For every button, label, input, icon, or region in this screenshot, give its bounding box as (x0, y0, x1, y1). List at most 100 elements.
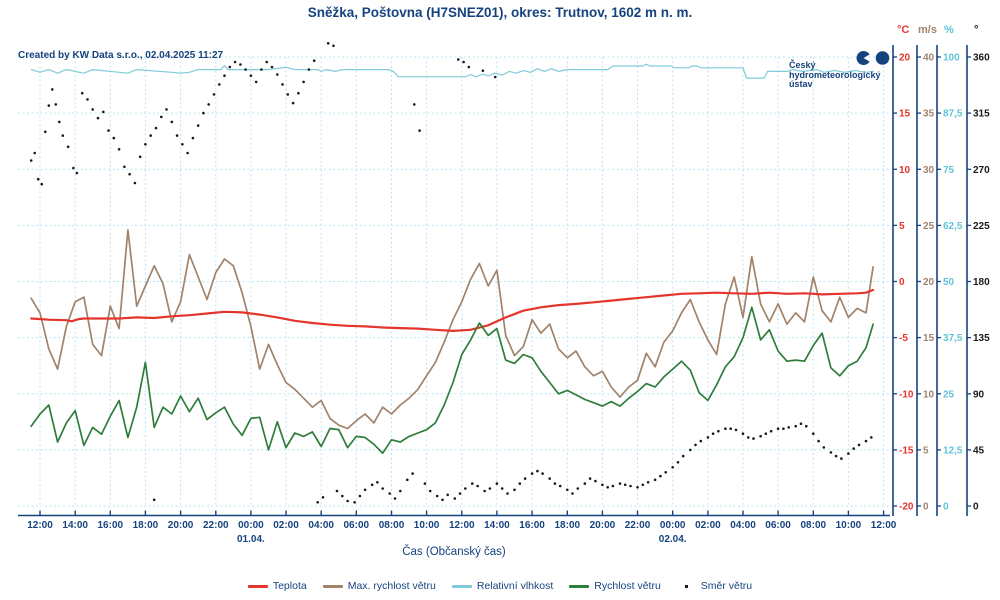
y-tick-label: 15 (923, 333, 935, 344)
y-axis-wind: m/s 40 35 30 25 20 15 10 5 0 (916, 24, 937, 516)
series-max-rychlost-v-tru (30, 229, 874, 430)
legend-label: Směr větru (700, 580, 753, 592)
y-tick-label: 180 (973, 277, 990, 288)
x-tick-label: 20:00 (590, 520, 616, 531)
x-tick-label: 00:00 (238, 520, 264, 531)
watermark-created-by: Created by KW Data s.r.o., 02.04.2025 11… (18, 50, 224, 61)
x-tick-label: 20:00 (168, 520, 194, 531)
legend-line-swatch (247, 584, 268, 588)
x-date-label: 01.04. (237, 534, 265, 545)
legend-item-sm-r-v-tru: Směr větru (677, 580, 752, 592)
y-tick-label: 10 (899, 165, 911, 176)
series-relativn-vlhkost (30, 63, 874, 79)
chmi-logo-text: Český hydrometeorologický ústav (789, 60, 881, 90)
legend-item-teplota: Teplota (247, 580, 307, 592)
axis-unit-c: °C (897, 24, 909, 36)
x-tick-label: 06:00 (344, 520, 370, 531)
x-tick-label: 10:00 (836, 520, 862, 531)
y-tick-label: -15 (899, 445, 914, 456)
x-tick-label: 14:00 (62, 520, 88, 531)
y-tick-label: 0 (923, 502, 929, 513)
chmi-logo-line3: ústav (789, 79, 813, 89)
x-tick-label: 08:00 (379, 520, 405, 531)
x-tick-label: 22:00 (625, 520, 651, 531)
y-tick-label: 135 (973, 333, 990, 344)
x-tick-label: 06:00 (765, 520, 791, 531)
page-title: Sněžka, Poštovna (H7SNEZ01), okres: Trut… (307, 5, 693, 20)
legend-label: Relativní vlhkost (476, 580, 554, 592)
legend-line-swatch (322, 584, 343, 588)
y-tick-label: 0 (943, 502, 949, 513)
x-date-label: 02.04. (659, 534, 687, 545)
legend-line-swatch (569, 584, 590, 588)
y-tick-label: 315 (973, 109, 990, 120)
x-tick-label: 16:00 (519, 520, 545, 531)
x-tick-label: 04:00 (730, 520, 756, 531)
y-tick-label: -20 (899, 502, 914, 513)
y-tick-label: 5 (899, 221, 905, 232)
y-axis-direction: ° 360 315 270 225 180 135 90 45 0 (966, 24, 990, 516)
legend-label: Rychlost větru (594, 580, 661, 592)
x-tick-label: 18:00 (555, 520, 581, 531)
chmi-logo-line2: hydrometeorologický (789, 69, 881, 80)
x-tick-label: 16:00 (98, 520, 124, 531)
x-tick-label: 02:00 (273, 520, 299, 531)
legend-item-relativn-vlhkost: Relativní vlhkost (451, 580, 554, 592)
y-tick-label: 0 (899, 277, 905, 288)
y-tick-label: 20 (923, 277, 935, 288)
y-tick-label: 50 (943, 277, 955, 288)
y-tick-label: 360 (973, 53, 990, 64)
x-tick-label: 04:00 (308, 520, 334, 531)
y-tick-label: 45 (973, 445, 985, 456)
y-tick-label: 30 (923, 165, 935, 176)
x-tick-label: 00:00 (660, 520, 686, 531)
legend-label: Max. rychlost větru (347, 580, 436, 592)
x-tick-label: 12:00 (871, 520, 897, 531)
axis-unit-: ° (974, 24, 978, 36)
y-tick-label: 15 (899, 109, 911, 120)
x-axis-title: Čas (Občanský čas) (402, 546, 506, 558)
y-tick-label: 25 (923, 221, 935, 232)
x-tick-label: 12:00 (27, 520, 53, 531)
y-tick-label: 37,5 (943, 333, 963, 344)
y-tick-label: -5 (899, 333, 908, 344)
chmi-logo-mark (856, 51, 890, 66)
y-axis-humidity: % 100 87,5 75 62,5 50 37,5 25 12,5 0 (936, 24, 963, 516)
y-tick-label: 100 (943, 53, 960, 64)
y-tick-label: 270 (973, 165, 990, 176)
plot-grid (18, 56, 890, 507)
x-tick-label: 18:00 (133, 520, 159, 531)
series-teplota (30, 288, 875, 332)
y-tick-label: 20 (899, 53, 911, 64)
series-rychlost-v-tru (30, 306, 874, 455)
y-tick-label: -10 (899, 389, 914, 400)
chart-legend: Teplota Max. rychlost větru Relativní vlhk… (0, 580, 1000, 592)
x-tick-label: 14:00 (484, 520, 510, 531)
y-axis-temp: °C 20 15 10 5 0 -5 -10 -15 -20 (892, 24, 914, 516)
x-tick-label: 12:00 (449, 520, 475, 531)
x-axis: 12:00 14:00 16:00 18:00 20:00 22:00 00:00 02:00… (18, 510, 897, 545)
y-tick-label: 40 (923, 53, 935, 64)
y-tick-label: 10 (923, 389, 935, 400)
axis-unit-m-s: m/s (918, 24, 937, 36)
x-tick-label: 08:00 (801, 520, 827, 531)
y-tick-label: 35 (923, 109, 935, 120)
axis-unit-: % (944, 24, 954, 36)
series-sm-r-v-tru (29, 42, 873, 504)
y-tick-label: 62,5 (943, 221, 963, 232)
legend-line-swatch (451, 584, 472, 588)
x-tick-label: 10:00 (414, 520, 440, 531)
y-tick-label: 5 (923, 445, 929, 456)
legend-item-rychlost-v-tru: Rychlost větru (569, 580, 661, 592)
legend-item-max-rychlost-v-tru: Max. rychlost větru (322, 580, 436, 592)
y-tick-label: 0 (973, 502, 979, 513)
chmi-logo-line1: Český (789, 60, 816, 70)
x-tick-label: 02:00 (695, 520, 721, 531)
legend-label: Teplota (272, 580, 307, 592)
y-tick-label: 12,5 (943, 445, 963, 456)
y-tick-label: 75 (943, 165, 955, 176)
y-tick-label: 225 (973, 221, 990, 232)
y-tick-label: 25 (943, 389, 955, 400)
